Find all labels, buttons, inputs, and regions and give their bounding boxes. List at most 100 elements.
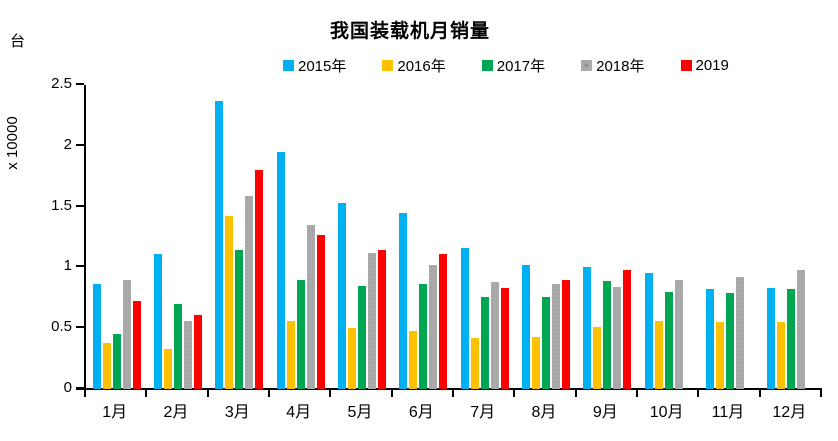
bar-2017年-6月 <box>419 284 428 389</box>
y-axis-unit-label: 台 <box>10 33 26 50</box>
bar-2016年-7月 <box>470 338 479 389</box>
y-tick <box>76 387 84 389</box>
legend-swatch-icon <box>581 60 593 71</box>
bar-2017年-12月 <box>787 289 796 389</box>
legend-swatch-icon <box>283 60 294 71</box>
y-tick-label: 2.5 <box>51 75 72 92</box>
bar-2015年-1月 <box>92 284 101 389</box>
x-tick <box>820 390 822 397</box>
bar-2019-6月 <box>439 254 448 389</box>
bar-2015年-7月 <box>460 248 469 389</box>
bar-2015年-10月 <box>644 273 653 389</box>
bar-2015年-3月 <box>215 101 224 389</box>
bar-2017年-4月 <box>296 280 305 389</box>
y-tick <box>76 326 84 329</box>
bar-2019-1月 <box>132 301 141 389</box>
y-tick-label: 1 <box>63 257 72 275</box>
legend-item-2018年: 2018年 <box>581 55 645 76</box>
x-tick <box>329 390 332 397</box>
bar-2017年-7月 <box>480 297 489 389</box>
x-tick-label: 3月 <box>224 404 250 421</box>
bar-2015年-2月 <box>154 254 162 389</box>
y-tick <box>76 265 84 268</box>
bar-2018年-8月 <box>552 284 560 389</box>
bar-2019-3月 <box>255 170 264 389</box>
bar-2018年-7月 <box>490 282 499 389</box>
bar-2015年-11月 <box>706 289 714 389</box>
x-tick <box>513 390 516 397</box>
y-tick <box>76 83 84 85</box>
plot-area <box>86 85 820 389</box>
bar-2016年-11月 <box>716 322 724 389</box>
bar-2017年-5月 <box>358 286 366 389</box>
legend-label: 2017年 <box>496 58 546 75</box>
x-tick <box>145 390 148 397</box>
bar-2016年-10月 <box>654 321 663 389</box>
bar-2016年-4月 <box>286 321 295 389</box>
legend-item-2015年: 2015年 <box>283 55 346 76</box>
bar-2017年-11月 <box>726 293 734 389</box>
x-tick-label: 11月 <box>711 404 745 421</box>
x-tick-label: 5月 <box>347 404 373 421</box>
bar-2018年-12月 <box>797 270 806 389</box>
y-tick-label: 2 <box>63 135 72 153</box>
bar-2018年-4月 <box>306 225 315 389</box>
bar-2018年-6月 <box>429 265 438 389</box>
x-tick-label: 10月 <box>649 404 684 421</box>
bar-2017年-1月 <box>112 334 121 389</box>
bar-2016年-5月 <box>348 328 356 389</box>
x-tick <box>390 390 393 397</box>
x-tick <box>268 390 270 397</box>
y-axis-scale-label: x 10000 <box>4 116 21 170</box>
bar-2017年-9月 <box>603 281 612 389</box>
bar-2016年-9月 <box>593 327 602 389</box>
x-tick <box>84 390 86 397</box>
chart-title: 我国装载机月销量 <box>329 21 490 42</box>
x-tick-label: 1月 <box>102 404 128 421</box>
bar-2015年-4月 <box>276 152 285 389</box>
legend-label: 2016年 <box>397 58 446 75</box>
bar-2015年-9月 <box>583 267 592 389</box>
bar-2018年-5月 <box>368 253 376 389</box>
bar-2018年-11月 <box>736 277 744 389</box>
bar-2018年-1月 <box>122 280 131 389</box>
legend-item-2016年: 2016年 <box>382 55 446 76</box>
bar-2018年-9月 <box>613 287 622 389</box>
legend-item-2017年: 2017年 <box>481 55 546 76</box>
x-tick <box>636 390 638 397</box>
bar-2015年-6月 <box>399 213 408 389</box>
x-tick-label: 6月 <box>408 404 434 421</box>
bar-2017年-10月 <box>664 292 673 389</box>
y-tick-label: 1.5 <box>51 196 72 214</box>
bar-2019-8月 <box>562 280 570 389</box>
x-tick-label: 8月 <box>531 404 557 421</box>
bar-2017年-8月 <box>542 297 550 389</box>
bar-2018年-10月 <box>674 280 683 389</box>
x-tick <box>452 390 454 397</box>
bar-2018年-3月 <box>245 196 254 389</box>
y-tick <box>76 143 84 146</box>
bar-2015年-8月 <box>522 265 530 389</box>
x-tick <box>697 390 700 397</box>
chart-legend: 2015年 2016年 2017年 2018年 2019 <box>283 55 729 76</box>
x-tick <box>758 390 761 397</box>
bar-2019-7月 <box>500 288 509 389</box>
bar-2015年-5月 <box>338 203 346 389</box>
bar-2019-4月 <box>316 235 325 389</box>
bar-2019-5月 <box>378 250 386 389</box>
legend-label: 2015年 <box>298 58 347 75</box>
bar-2017年-2月 <box>174 304 182 389</box>
x-tick <box>574 390 577 397</box>
bar-2018年-2月 <box>184 321 192 389</box>
legend-swatch-icon <box>680 60 692 71</box>
y-tick <box>76 204 84 207</box>
x-tick-label: 9月 <box>592 404 618 421</box>
x-tick-label: 7月 <box>470 404 496 421</box>
y-tick-label: 0.5 <box>51 318 72 336</box>
bar-2016年-12月 <box>777 322 786 389</box>
legend-item-2019: 2019 <box>680 57 729 74</box>
bar-2017年-3月 <box>235 250 244 389</box>
legend-label: 2019 <box>695 57 729 74</box>
y-axis-line <box>84 85 86 389</box>
